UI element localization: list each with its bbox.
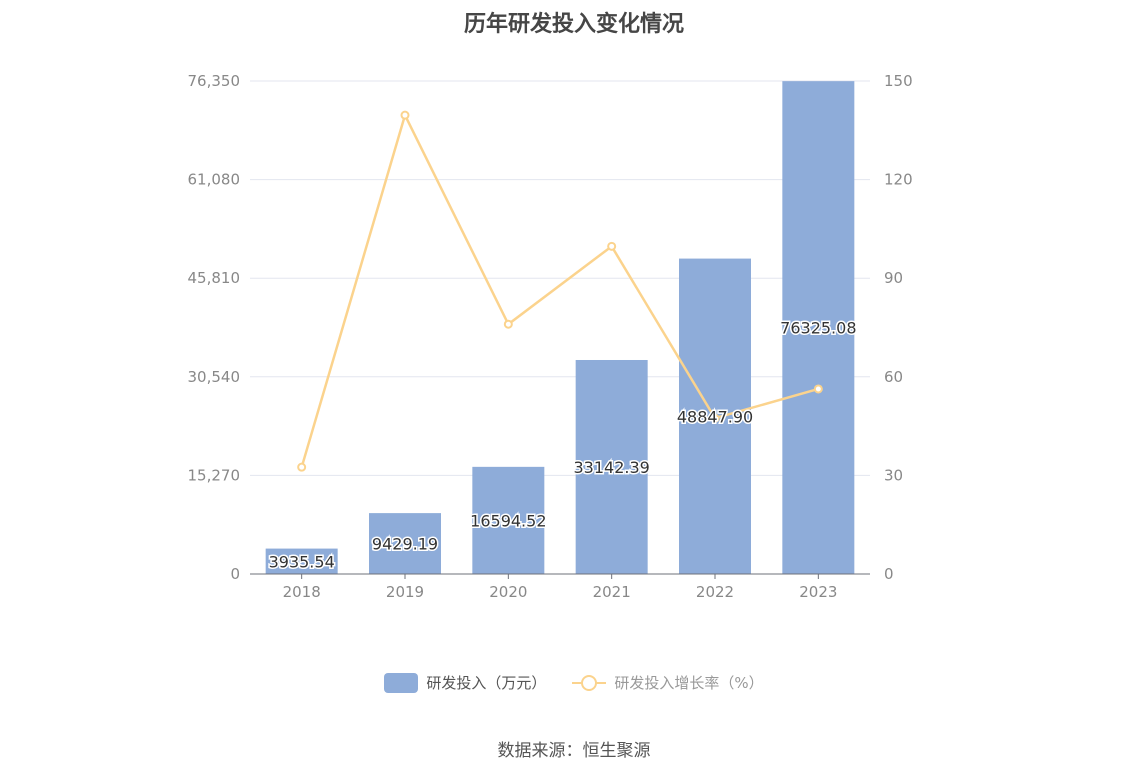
- y-left-tick-label: 0: [230, 565, 240, 583]
- legend-item-bar[interactable]: 研发投入（万元）: [384, 672, 546, 693]
- source-note: 数据来源：恒生聚源: [497, 741, 651, 761]
- y-right-tick-label: 90: [884, 269, 903, 287]
- legend-label-line: 研发投入增长率（%）: [614, 674, 764, 692]
- x-tick-label: 2023: [799, 583, 837, 601]
- growth-point: [710, 413, 720, 423]
- y-left-tick-label: 61,080: [188, 171, 241, 189]
- y-left-tick-label: 15,270: [188, 466, 241, 484]
- bar: [575, 359, 648, 574]
- bar-value-label: 16594.52: [470, 511, 546, 530]
- x-tick-label: 2021: [593, 583, 631, 601]
- growth-point: [503, 319, 513, 329]
- growth-point: [297, 462, 307, 472]
- y-right-tick-label: 120: [884, 171, 913, 189]
- chart-canvas: 3935.54 9429.19 16594.52 33142.39 48847.90 76…: [188, 72, 913, 601]
- line-series: [297, 110, 823, 472]
- axes: 0 0 15,270 30 30,540 60 45,810 90 61,080 120 76,35…: [188, 72, 913, 601]
- legend-swatch-line: [572, 673, 607, 693]
- legend: 研发投入（万元） 研发投入增长率（%）: [0, 672, 1148, 693]
- y-right-tick-label: 0: [884, 565, 894, 583]
- y-right-tick-label: 60: [884, 368, 903, 386]
- legend-label-bar: 研发投入（万元）: [426, 674, 547, 692]
- growth-line: [300, 113, 819, 468]
- y-left-tick-label: 76,350: [188, 72, 241, 90]
- bar-value-label: 76325.08: [780, 319, 856, 338]
- chart-title: 历年研发投入变化情况: [463, 12, 684, 37]
- y-right-tick-label: 150: [884, 72, 913, 90]
- bar: [782, 81, 855, 574]
- bar: [265, 548, 338, 574]
- bar-value-label: 9429.19: [372, 535, 438, 554]
- legend-item-line[interactable]: 研发投入增长率（%）: [572, 672, 764, 693]
- bar-value-label: 48847.90: [677, 407, 753, 426]
- growth-point: [400, 110, 410, 120]
- bar-value-label: 33142.39: [573, 458, 649, 477]
- grid-lines: [250, 80, 870, 476]
- x-tick-label: 2019: [386, 583, 424, 601]
- y-left-tick-label: 45,810: [188, 269, 241, 287]
- x-tick-label: 2020: [489, 583, 527, 601]
- legend-swatch-bar: [384, 672, 419, 693]
- bar: [369, 513, 441, 574]
- y-right-tick-label: 30: [884, 466, 903, 484]
- growth-point: [813, 384, 823, 394]
- data-labels: 3935.54 9429.19 16594.52 33142.39 48847.90 76…: [267, 317, 858, 573]
- bar: [472, 466, 545, 574]
- x-tick-label: 2018: [283, 583, 321, 601]
- bar-value-label: 3935.54: [269, 552, 335, 571]
- y-left-tick-label: 30,540: [188, 368, 241, 386]
- growth-point: [607, 241, 617, 251]
- x-tick-label: 2022: [696, 583, 734, 601]
- bar-series: [265, 81, 855, 574]
